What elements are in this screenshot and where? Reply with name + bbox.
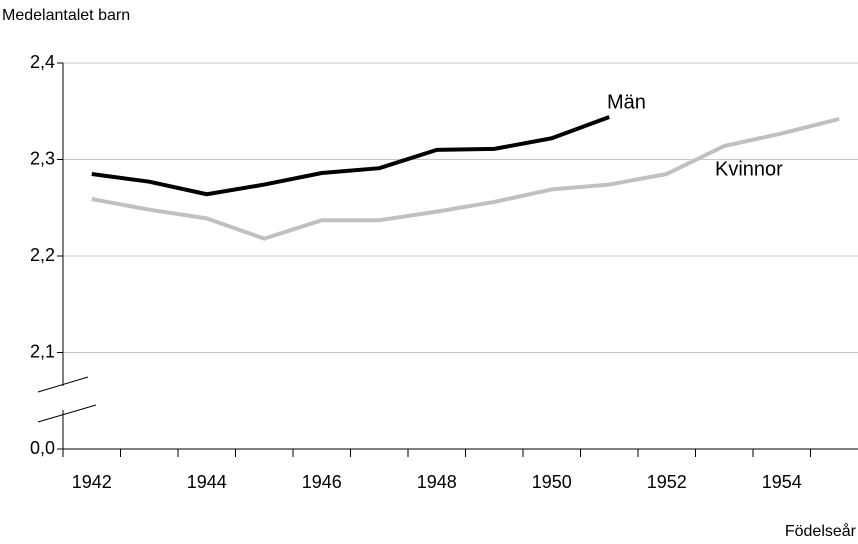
x-tick-label: 1952: [647, 472, 687, 492]
x-tick-label: 1946: [302, 472, 342, 492]
y-tick-label: 2,3: [30, 148, 55, 168]
x-tick-label: 1942: [72, 472, 112, 492]
x-tick-label: 1954: [762, 472, 802, 492]
line: [91, 115, 610, 197]
y-tick-label: 2,2: [30, 245, 55, 265]
x-tick-label: 1948: [417, 472, 457, 492]
line: [91, 117, 840, 241]
y-tick-label: 2,4: [30, 52, 55, 72]
axis-break: [37, 404, 97, 423]
series-label: Män: [607, 91, 646, 113]
y-axis-label: Medelantalet barn: [2, 7, 130, 24]
y-tick-label: 0,0: [30, 438, 55, 458]
x-axis-label: Födelseår: [785, 522, 857, 540]
series-label: Kvinnor: [715, 158, 783, 180]
x-tick-label: 1950: [532, 472, 572, 492]
x-tick-label: 1944: [187, 472, 227, 492]
axis-break: [37, 376, 89, 393]
y-tick-label: 2,1: [30, 341, 55, 361]
